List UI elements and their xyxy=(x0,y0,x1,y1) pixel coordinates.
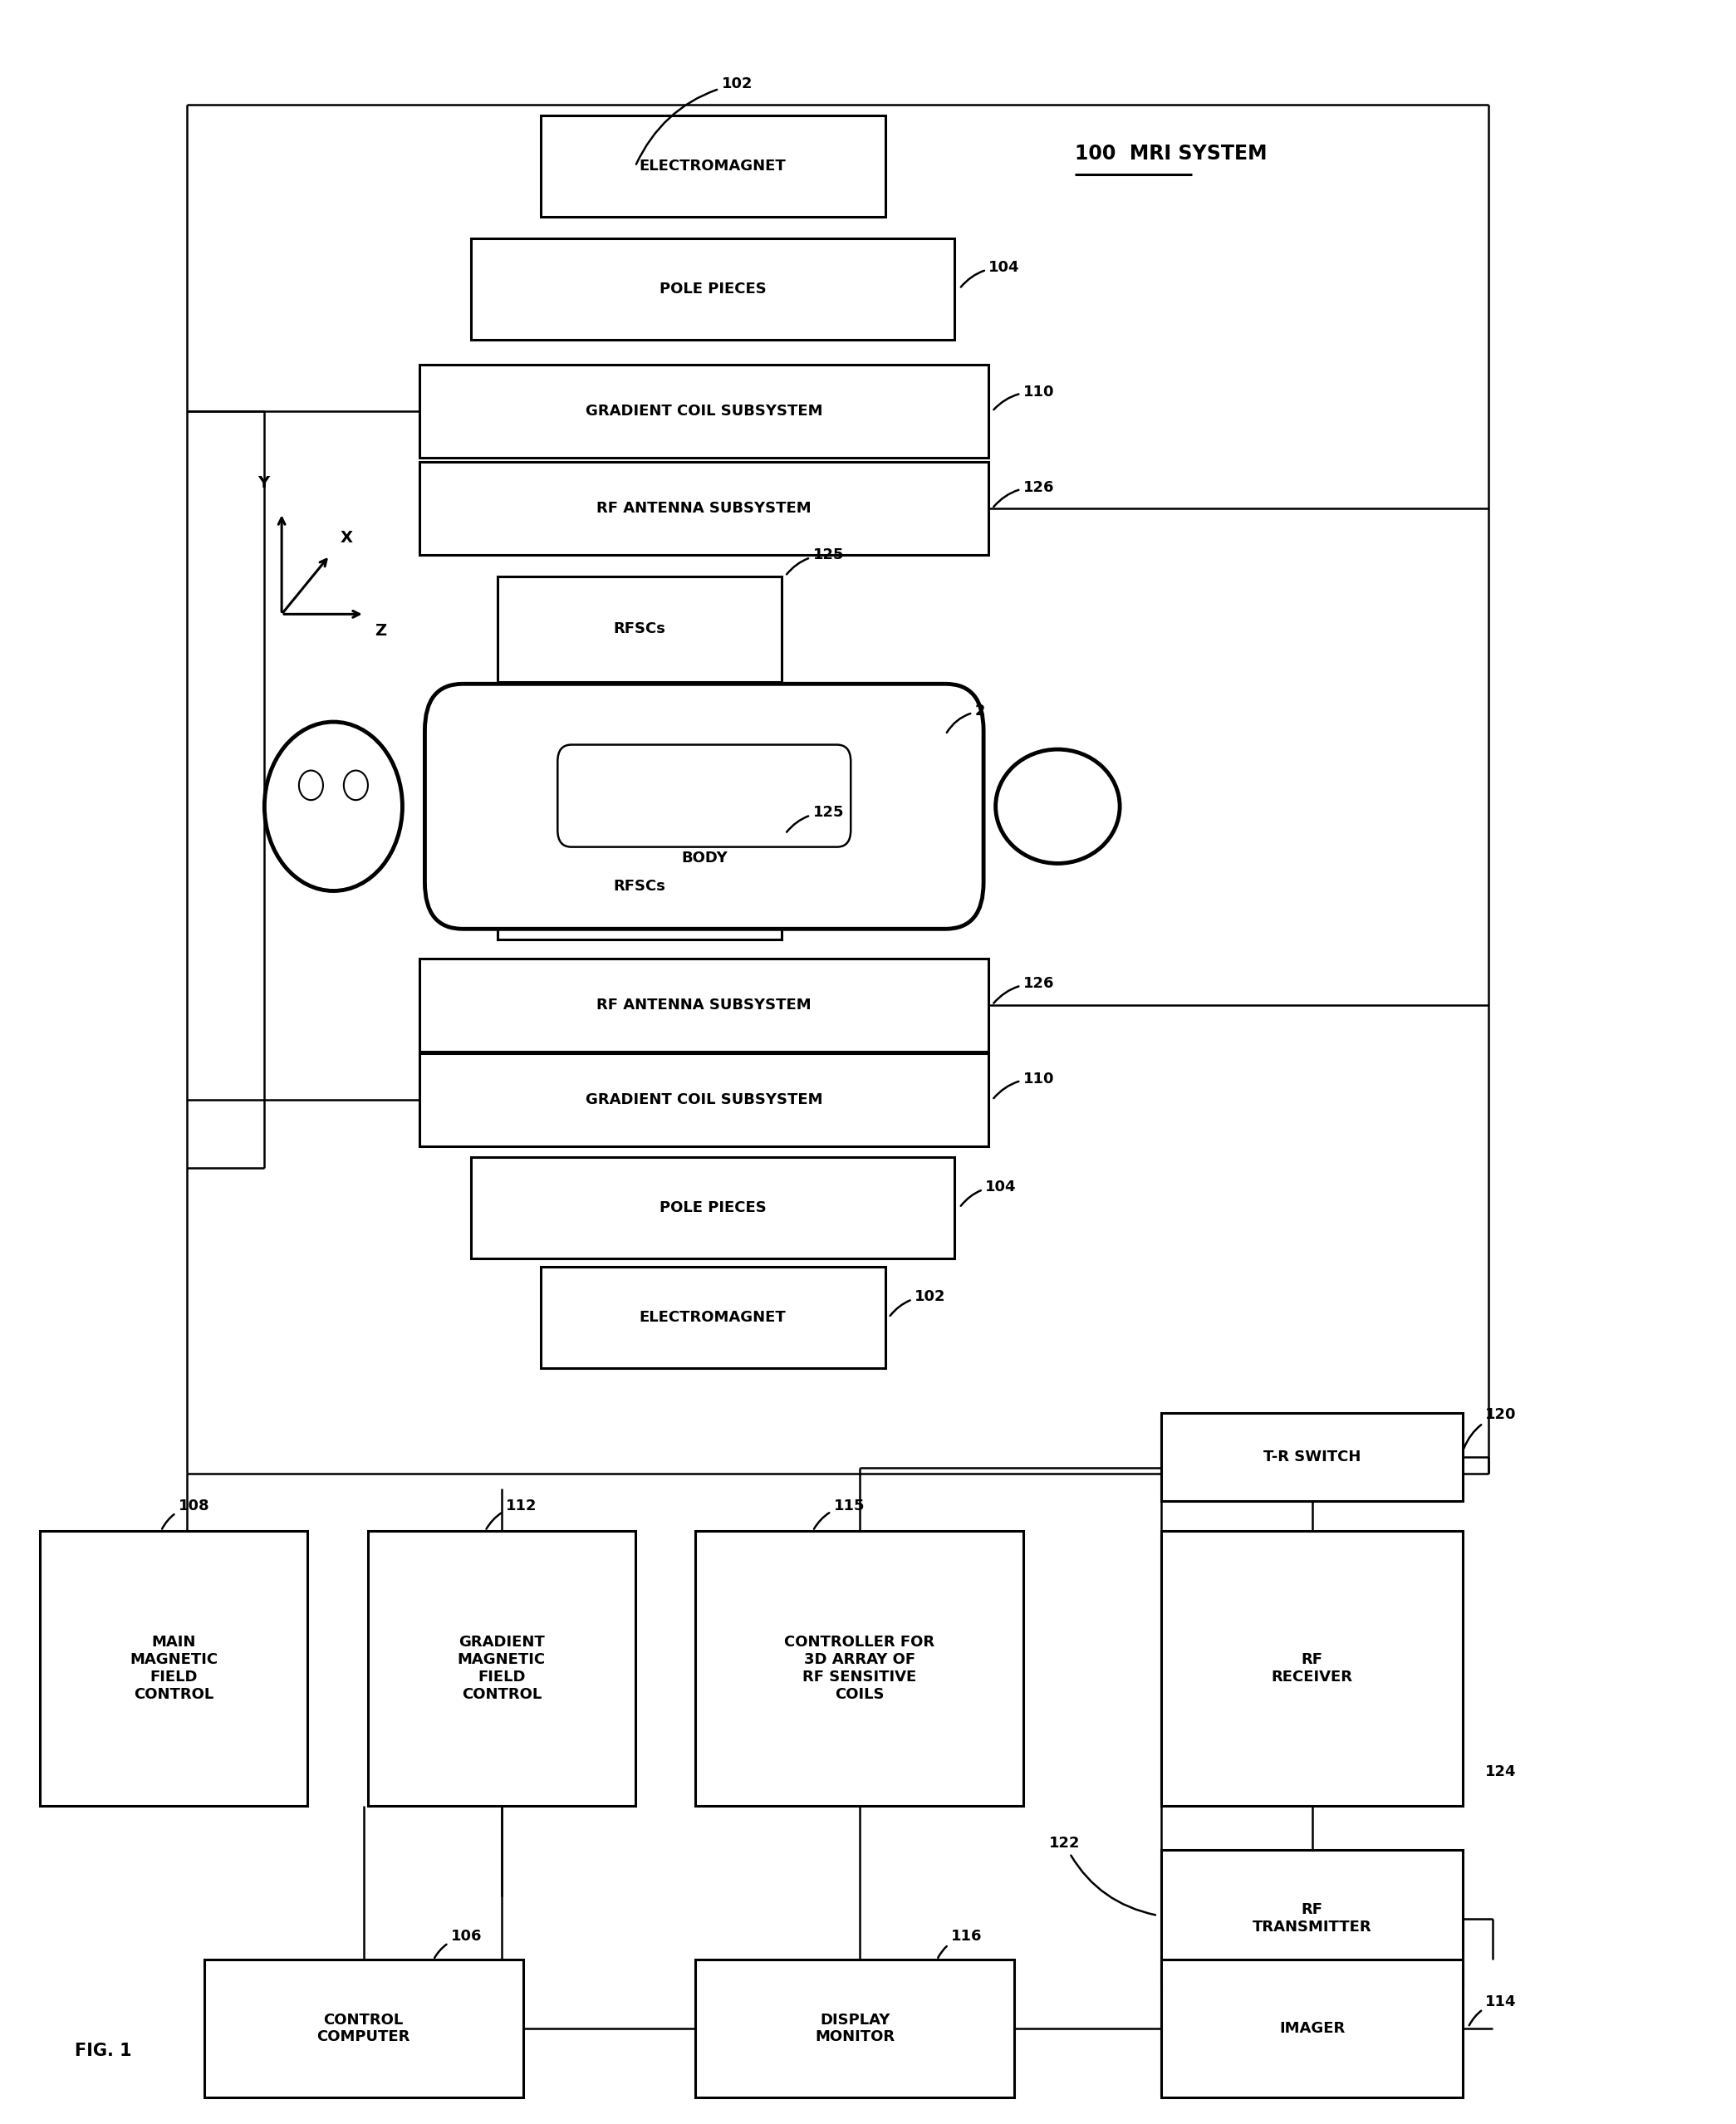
Text: 126: 126 xyxy=(993,977,1054,1003)
FancyBboxPatch shape xyxy=(496,835,781,939)
Text: CONTROL
COMPUTER: CONTROL COMPUTER xyxy=(318,2011,410,2045)
FancyBboxPatch shape xyxy=(696,1960,1014,2096)
Text: X: X xyxy=(340,531,352,546)
Text: 126: 126 xyxy=(993,480,1054,508)
FancyBboxPatch shape xyxy=(368,1531,635,1805)
Text: 115: 115 xyxy=(814,1497,865,1529)
Text: ELECTROMAGNET: ELECTROMAGNET xyxy=(639,1311,786,1325)
Text: 120: 120 xyxy=(1463,1408,1517,1449)
Text: 114: 114 xyxy=(1469,1994,1517,2026)
Text: 110: 110 xyxy=(993,384,1054,410)
Ellipse shape xyxy=(996,750,1120,864)
Text: RF ANTENNA SUBSYSTEM: RF ANTENNA SUBSYSTEM xyxy=(597,998,812,1013)
Text: 116: 116 xyxy=(937,1929,983,1958)
Text: Y: Y xyxy=(257,476,269,491)
Text: 100  MRI SYSTEM: 100 MRI SYSTEM xyxy=(1075,144,1267,164)
Text: POLE PIECES: POLE PIECES xyxy=(660,280,766,297)
Text: RFSCs: RFSCs xyxy=(613,622,665,637)
FancyBboxPatch shape xyxy=(472,1158,955,1257)
Circle shape xyxy=(344,771,368,801)
Text: IMAGER: IMAGER xyxy=(1279,2020,1345,2037)
Text: T-R SWITCH: T-R SWITCH xyxy=(1264,1449,1361,1466)
Text: MAIN
MAGNETIC
FIELD
CONTROL: MAIN MAGNETIC FIELD CONTROL xyxy=(130,1635,219,1701)
Text: GRADIENT COIL SUBSYSTEM: GRADIENT COIL SUBSYSTEM xyxy=(585,404,823,418)
FancyBboxPatch shape xyxy=(1161,1850,1463,1988)
Text: 106: 106 xyxy=(434,1929,483,1958)
FancyBboxPatch shape xyxy=(40,1531,307,1805)
Text: 102: 102 xyxy=(891,1289,946,1315)
Text: CONTROLLER FOR
3D ARRAY OF
RF SENSITIVE
COILS: CONTROLLER FOR 3D ARRAY OF RF SENSITIVE … xyxy=(785,1635,934,1701)
Text: RF
TRANSMITTER: RF TRANSMITTER xyxy=(1252,1903,1371,1935)
FancyBboxPatch shape xyxy=(472,238,955,340)
FancyBboxPatch shape xyxy=(1161,1412,1463,1502)
FancyBboxPatch shape xyxy=(540,1266,885,1368)
Circle shape xyxy=(299,771,323,801)
FancyBboxPatch shape xyxy=(205,1960,523,2096)
FancyBboxPatch shape xyxy=(420,463,990,554)
FancyBboxPatch shape xyxy=(420,365,990,459)
FancyBboxPatch shape xyxy=(425,684,984,928)
Text: DISPLAY
MONITOR: DISPLAY MONITOR xyxy=(816,2011,896,2045)
Text: 124: 124 xyxy=(1486,1765,1517,1780)
FancyBboxPatch shape xyxy=(557,746,851,847)
Text: POLE PIECES: POLE PIECES xyxy=(660,1200,766,1215)
Text: RF ANTENNA SUBSYSTEM: RF ANTENNA SUBSYSTEM xyxy=(597,501,812,516)
FancyBboxPatch shape xyxy=(420,958,990,1051)
Text: 2: 2 xyxy=(946,703,986,733)
Text: 104: 104 xyxy=(960,1179,1016,1206)
Circle shape xyxy=(264,722,403,890)
Text: GRADIENT
MAGNETIC
FIELD
CONTROL: GRADIENT MAGNETIC FIELD CONTROL xyxy=(458,1635,545,1701)
FancyBboxPatch shape xyxy=(420,1054,990,1147)
Text: 102: 102 xyxy=(635,76,753,164)
Text: FIG. 1: FIG. 1 xyxy=(75,2043,132,2058)
Text: RF
RECEIVER: RF RECEIVER xyxy=(1271,1652,1352,1684)
Text: 112: 112 xyxy=(486,1497,536,1529)
Text: RFSCs: RFSCs xyxy=(613,879,665,894)
Text: Z: Z xyxy=(375,622,387,639)
Text: 125: 125 xyxy=(786,805,844,833)
Text: 122: 122 xyxy=(1049,1835,1156,1916)
FancyBboxPatch shape xyxy=(1161,1531,1463,1805)
Text: 104: 104 xyxy=(960,261,1019,287)
FancyBboxPatch shape xyxy=(1161,1960,1463,2096)
FancyBboxPatch shape xyxy=(540,115,885,217)
FancyBboxPatch shape xyxy=(696,1531,1023,1805)
Text: GRADIENT COIL SUBSYSTEM: GRADIENT COIL SUBSYSTEM xyxy=(585,1092,823,1107)
FancyBboxPatch shape xyxy=(496,576,781,682)
Text: 108: 108 xyxy=(161,1497,210,1529)
Text: ELECTROMAGNET: ELECTROMAGNET xyxy=(639,159,786,174)
Text: 110: 110 xyxy=(993,1070,1054,1098)
Text: 125: 125 xyxy=(786,548,844,573)
Text: BODY: BODY xyxy=(681,850,727,867)
